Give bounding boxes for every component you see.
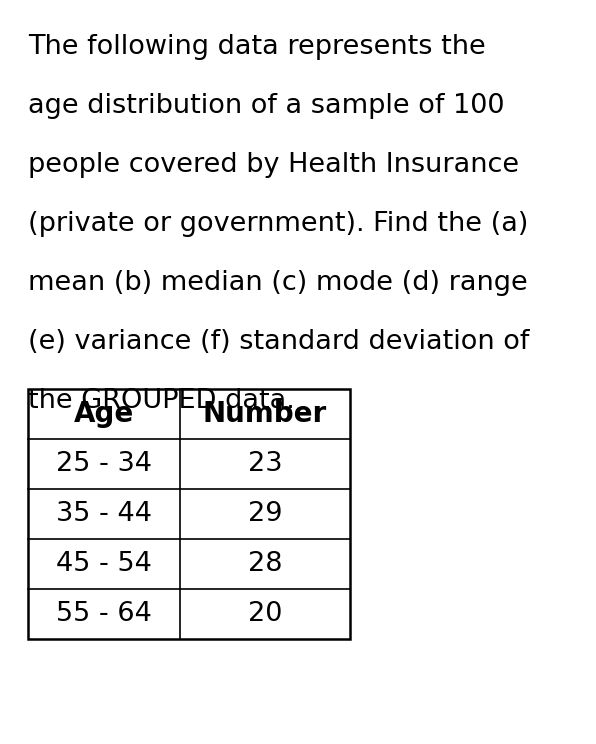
Text: 35 - 44: 35 - 44 (56, 501, 152, 527)
Text: 28: 28 (248, 551, 283, 577)
Text: 29: 29 (248, 501, 283, 527)
Text: 23: 23 (248, 451, 283, 477)
Text: 25 - 34: 25 - 34 (56, 451, 152, 477)
Text: 45 - 54: 45 - 54 (56, 551, 152, 577)
Text: (e) variance (f) standard deviation of: (e) variance (f) standard deviation of (28, 329, 529, 355)
Text: 20: 20 (248, 601, 282, 627)
Text: mean (b) median (c) mode (d) range: mean (b) median (c) mode (d) range (28, 270, 527, 296)
Text: the GROUPED data.: the GROUPED data. (28, 388, 295, 414)
Text: Age: Age (74, 400, 134, 428)
Text: people covered by Health Insurance: people covered by Health Insurance (28, 152, 519, 178)
Text: The following data represents the: The following data represents the (28, 34, 486, 60)
Text: 55 - 64: 55 - 64 (56, 601, 152, 627)
Text: age distribution of a sample of 100: age distribution of a sample of 100 (28, 93, 504, 119)
Text: Number: Number (203, 400, 327, 428)
Text: (private or government). Find the (a): (private or government). Find the (a) (28, 211, 529, 237)
